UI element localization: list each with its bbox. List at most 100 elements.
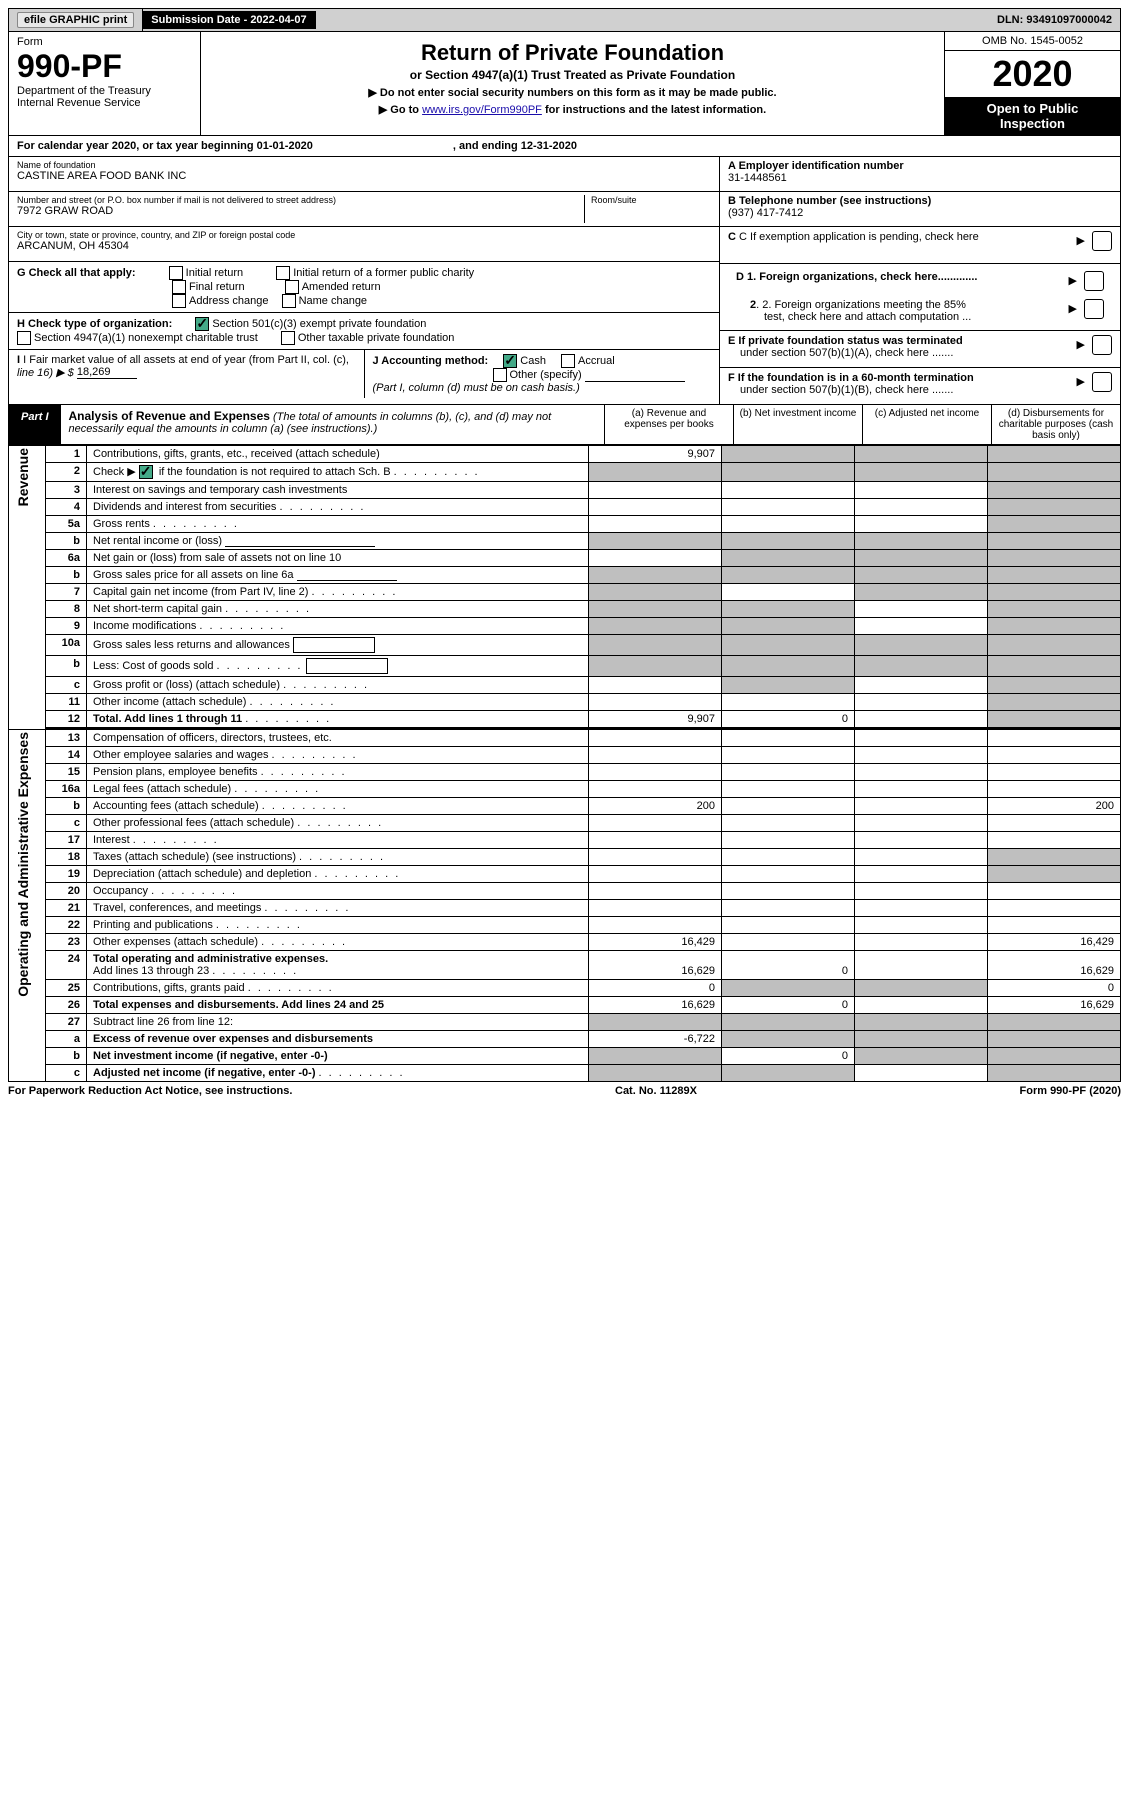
line-2-num: 2 [46, 463, 87, 482]
revenue-label: Revenue [15, 448, 31, 506]
line-16c-desc: Other professional fees (attach schedule… [87, 815, 589, 832]
line-4-desc: Dividends and interest from securities [87, 499, 589, 516]
j-other: Other (specify) [510, 369, 582, 381]
line-25-d: 0 [988, 980, 1121, 997]
line-11: 11Other income (attach schedule) [9, 694, 1121, 711]
city-cell: City or town, state or province, country… [9, 227, 719, 262]
line-20: 20Occupancy [9, 883, 1121, 900]
line-13: Operating and Administrative Expenses 13… [9, 730, 1121, 747]
dots-icon [261, 766, 347, 778]
checkbox-cash[interactable] [503, 354, 517, 368]
other-specify-line [585, 381, 685, 382]
checkbox-other-method[interactable] [493, 368, 507, 382]
checkbox-e[interactable] [1092, 335, 1112, 355]
checkbox-f[interactable] [1092, 372, 1112, 392]
checkbox-4947[interactable] [17, 331, 31, 345]
line-22: 22Printing and publications [9, 917, 1121, 934]
line-15: 15Pension plans, employee benefits [9, 764, 1121, 781]
line-10a: 10aGross sales less returns and allowanc… [9, 635, 1121, 656]
line-26: 26Total expenses and disbursements. Add … [9, 997, 1121, 1014]
f2-label: under section 507(b)(1)(B), check here .… [728, 384, 953, 396]
page-footer: For Paperwork Reduction Act Notice, see … [8, 1082, 1121, 1097]
room-label: Room/suite [591, 195, 711, 205]
submission-date: Submission Date - 2022-04-07 [143, 11, 315, 29]
j-cash: Cash [520, 355, 546, 367]
line-14: 14Other employee salaries and wages [9, 747, 1121, 764]
irs-link[interactable]: www.irs.gov/Form990PF [422, 104, 542, 116]
ein-value: 31-1448561 [728, 172, 787, 184]
line-19: 19Depreciation (attach schedule) and dep… [9, 866, 1121, 883]
dots-icon [272, 749, 358, 761]
d1-label: D 1. Foreign organizations, check here..… [736, 271, 977, 283]
checkbox-d1[interactable] [1084, 271, 1104, 291]
section-c: C C If exemption application is pending,… [720, 227, 1120, 264]
line-25-desc: Contributions, gifts, grants paid [87, 980, 589, 997]
line-26-text: Total expenses and disbursements. Add li… [93, 999, 384, 1011]
line-2-desc: Check ▶ if the foundation is not require… [87, 463, 589, 482]
omb-number: OMB No. 1545-0052 [945, 32, 1120, 51]
line-27: 27Subtract line 26 from line 12: [9, 1014, 1121, 1031]
g-addr: Address change [189, 295, 269, 307]
checkbox-501c3[interactable] [195, 317, 209, 331]
line-1: Revenue 1 Contributions, gifts, grants, … [9, 446, 1121, 463]
line-26-b: 0 [722, 997, 855, 1014]
efile-print-button[interactable]: efile GRAPHIC print [17, 12, 134, 28]
footer-right: Form 990-PF (2020) [1020, 1085, 1122, 1097]
checkbox-name-change[interactable] [282, 294, 296, 308]
note-2: ▶ Go to www.irs.gov/Form990PF for instru… [211, 103, 934, 116]
checkbox-address-change[interactable] [172, 294, 186, 308]
line-22-desc: Printing and publications [87, 917, 589, 934]
line-6a-desc: Net gain or (loss) from sale of assets n… [87, 550, 589, 567]
line-26-a: 16,629 [589, 997, 722, 1014]
d2b-label: test, check here and attach computation … [750, 311, 971, 323]
checkbox-accrual[interactable] [561, 354, 575, 368]
checkbox-c[interactable] [1092, 231, 1112, 251]
line-24-text: Total operating and administrative expen… [93, 953, 328, 965]
line-27b-b: 0 [722, 1048, 855, 1065]
dots-icon [199, 620, 285, 632]
form-title: Return of Private Foundation [211, 40, 934, 66]
line-27c-text: Adjusted net income (if negative, enter … [93, 1067, 315, 1079]
checkbox-other-taxable[interactable] [281, 331, 295, 345]
line-27b-text: Net investment income (if negative, ente… [93, 1050, 328, 1062]
open-to-public: Open to Public Inspection [945, 97, 1120, 135]
line-8-text: Net short-term capital gain [93, 603, 222, 615]
j-note: (Part I, column (d) must be on cash basi… [373, 382, 580, 394]
line-11-desc: Other income (attach schedule) [87, 694, 589, 711]
checkbox-final-return[interactable] [172, 280, 186, 294]
line-12-a: 9,907 [589, 711, 722, 729]
line-25: 25Contributions, gifts, grants paid 00 [9, 980, 1121, 997]
line-22-text: Printing and publications [93, 919, 213, 931]
checkbox-initial-former[interactable] [276, 266, 290, 280]
checkbox-d2[interactable] [1084, 299, 1104, 319]
line-16b: bAccounting fees (attach schedule) 20020… [9, 798, 1121, 815]
line-1-d [988, 446, 1121, 463]
line-6b: bGross sales price for all assets on lin… [9, 567, 1121, 584]
line-10a-text: Gross sales less returns and allowances [93, 639, 290, 651]
line-14-text: Other employee salaries and wages [93, 749, 268, 761]
dots-icon [212, 965, 298, 977]
g-name: Name change [299, 295, 368, 307]
line-10b-desc: Less: Cost of goods sold [87, 656, 589, 677]
checkbox-sch-b[interactable] [139, 465, 153, 479]
line-23-a: 16,429 [589, 934, 722, 951]
line-10c-text: Gross profit or (loss) (attach schedule) [93, 679, 280, 691]
line-9-desc: Income modifications [87, 618, 589, 635]
line-27-desc: Subtract line 26 from line 12: [87, 1014, 589, 1031]
checkbox-amended[interactable] [285, 280, 299, 294]
line-16a: 16aLegal fees (attach schedule) [9, 781, 1121, 798]
line-10a-desc: Gross sales less returns and allowances [87, 635, 589, 656]
dots-icon [299, 851, 385, 863]
checkbox-initial-return[interactable] [169, 266, 183, 280]
street-address: 7972 GRAW ROAD [17, 205, 584, 217]
g-amended: Amended return [302, 281, 381, 293]
note-1: ▶ Do not enter social security numbers o… [211, 86, 934, 99]
line-27b-desc: Net investment income (if negative, ente… [87, 1048, 589, 1065]
line-6b-blank [297, 580, 397, 581]
dots-icon [153, 518, 239, 530]
col-c-header: (c) Adjusted net income [862, 405, 991, 444]
dots-icon [151, 885, 237, 897]
form-subtitle: or Section 4947(a)(1) Trust Treated as P… [211, 68, 934, 82]
city-label: City or town, state or province, country… [17, 230, 711, 240]
line-24: 24Total operating and administrative exp… [9, 951, 1121, 980]
